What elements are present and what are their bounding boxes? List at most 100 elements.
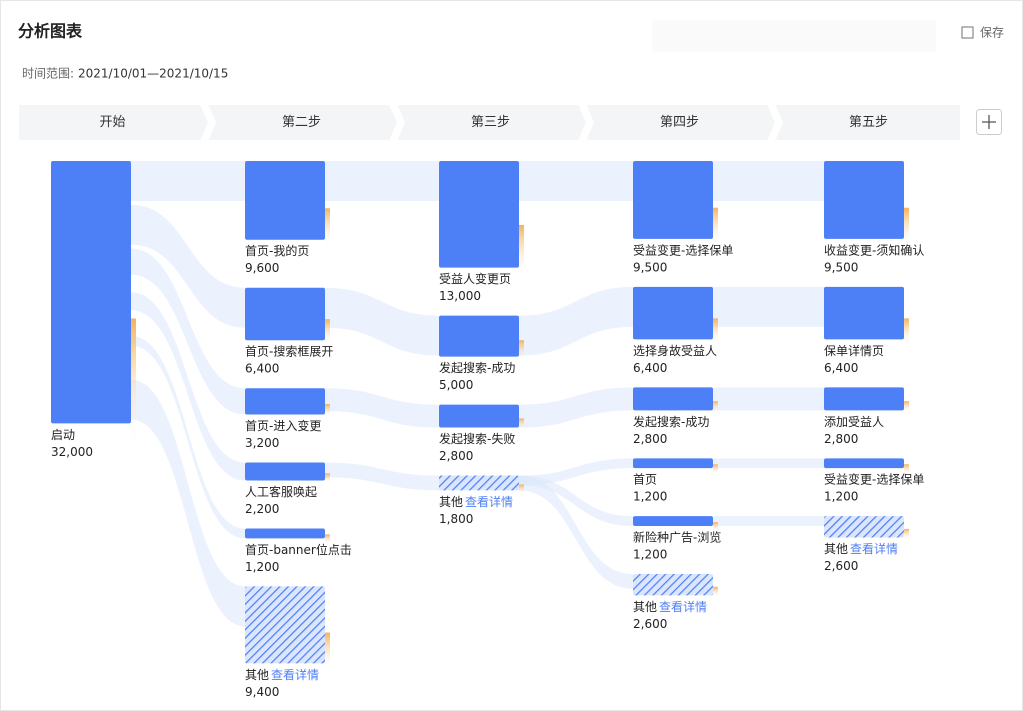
other-node[interactable]: [633, 574, 713, 596]
node-value: 1,200: [633, 548, 667, 562]
node-value: 2,600: [824, 559, 858, 573]
other-node[interactable]: [439, 475, 519, 491]
drop-off: [904, 207, 909, 247]
node[interactable]: [633, 286, 713, 340]
step-title: 第三步: [471, 115, 510, 130]
save-label[interactable]: 保存: [980, 26, 1004, 40]
node[interactable]: [439, 315, 519, 357]
drop-off: [325, 319, 330, 346]
node[interactable]: [633, 458, 713, 469]
search-box[interactable]: [652, 20, 936, 52]
node[interactable]: [245, 287, 325, 341]
node-value: 9,400: [245, 685, 279, 699]
flow: [519, 161, 633, 201]
node[interactable]: [245, 161, 325, 240]
node-label: 首页-进入变更: [245, 418, 321, 433]
node[interactable]: [824, 387, 904, 411]
add-step[interactable]: [976, 109, 1002, 135]
detail-link[interactable]: 查看详情: [465, 494, 513, 509]
drop-off: [519, 224, 524, 279]
node[interactable]: [245, 462, 325, 481]
node[interactable]: [51, 161, 131, 424]
node[interactable]: [633, 387, 713, 411]
node-value: 1,800: [439, 512, 473, 526]
save-icon: [961, 26, 974, 39]
node-label: 选择身故受益人: [633, 343, 717, 358]
node-label: 发起搜索-成功: [439, 360, 515, 375]
node-label: 人工客服唤起: [245, 484, 317, 499]
node-value: 6,400: [633, 361, 667, 375]
detail-link[interactable]: 查看详情: [271, 667, 319, 682]
node-label: 其他: [633, 600, 657, 614]
node-value: 5,000: [439, 378, 473, 392]
flow: [325, 462, 439, 491]
drop-off: [131, 318, 136, 450]
save-button[interactable]: 保存: [961, 26, 1004, 40]
node-label: 启动: [51, 428, 75, 442]
flow: [131, 292, 245, 481]
node-label: 添加受益人: [824, 415, 884, 429]
drop-off: [325, 473, 330, 484]
flows: [131, 161, 824, 627]
flow: [325, 287, 439, 356]
step-title: 开始: [99, 115, 125, 130]
node-value: 3,200: [245, 436, 279, 450]
node[interactable]: [824, 458, 904, 469]
drop-off: [904, 464, 909, 475]
node[interactable]: [633, 516, 713, 527]
node[interactable]: [439, 161, 519, 268]
flow: [131, 379, 245, 627]
node-label: 发起搜索-失败: [439, 431, 515, 446]
node-value: 6,400: [245, 362, 279, 376]
node[interactable]: [245, 388, 325, 415]
drop-off: [713, 586, 718, 598]
node-value: 32,000: [51, 445, 93, 459]
node-value: 2,200: [245, 502, 279, 516]
node-value: 9,500: [633, 260, 667, 274]
plus-icon: [982, 115, 996, 129]
node-value: 2,600: [633, 617, 667, 631]
drop-off: [519, 340, 524, 361]
node-label: 保单详情页: [824, 343, 884, 358]
other-node[interactable]: [824, 516, 904, 538]
detail-link[interactable]: 查看详情: [659, 599, 707, 614]
flow: [131, 335, 245, 539]
node-value: 2,800: [633, 432, 667, 446]
node-label: 其他: [245, 668, 269, 682]
node[interactable]: [824, 161, 904, 239]
flow: [713, 516, 824, 527]
step-header: [17, 103, 211, 142]
drop-off: [713, 522, 718, 533]
flow: [131, 248, 245, 415]
node-value: 1,200: [633, 490, 667, 504]
node[interactable]: [824, 286, 904, 340]
drop-off: [325, 534, 330, 545]
drop-off: [713, 207, 718, 247]
flow: [519, 475, 633, 589]
node-label: 首页: [633, 473, 657, 487]
node-label: 首页-搜索框展开: [245, 344, 333, 359]
node-value: 2,800: [824, 432, 858, 446]
flow: [131, 204, 245, 328]
flow: [713, 387, 824, 411]
node-label: 受益人变更页: [439, 271, 511, 286]
flow: [519, 286, 633, 356]
node-label: 受益变更-选择保单: [824, 472, 924, 487]
node-label: 受益变更-选择保单: [633, 242, 733, 257]
node-value: 13,000: [439, 289, 481, 303]
node[interactable]: [633, 161, 713, 239]
flow: [713, 161, 824, 201]
step-header: [583, 103, 778, 142]
node[interactable]: [439, 404, 519, 428]
drop-off: [519, 418, 524, 430]
node-label: 新险种广告-浏览: [633, 530, 721, 545]
time-range: 2021/10/01—2021/10/15: [78, 67, 228, 81]
detail-link[interactable]: 查看详情: [850, 541, 898, 556]
drop-off: [519, 484, 524, 495]
step-header: [772, 103, 962, 142]
drop-off: [713, 401, 718, 413]
node[interactable]: [245, 528, 325, 539]
node-value: 1,200: [245, 560, 279, 574]
other-node[interactable]: [245, 586, 325, 664]
